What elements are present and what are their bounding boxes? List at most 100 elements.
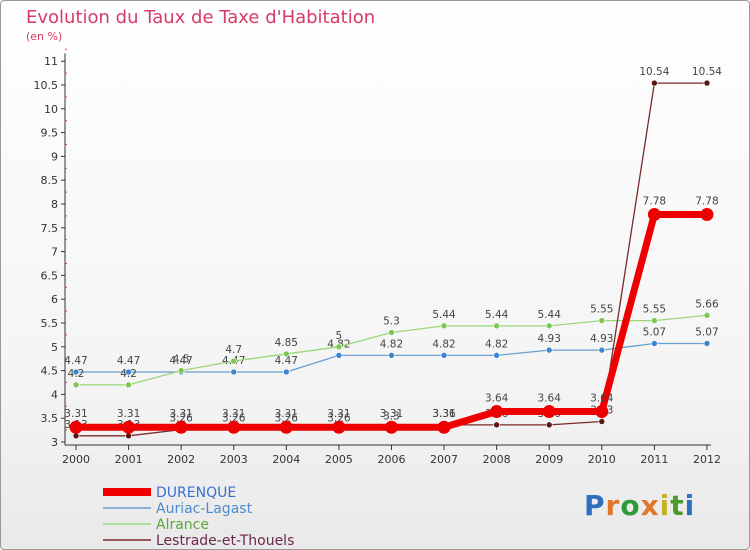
data-point [283, 350, 290, 358]
data-point [174, 420, 188, 434]
data-point [651, 79, 658, 87]
data-label: 4.2 [120, 368, 137, 380]
legend-label: DURENQUE [156, 485, 236, 501]
data-label: 5.55 [643, 304, 666, 316]
data-label: 5.44 [432, 309, 456, 321]
data-point [490, 405, 504, 419]
data-point [545, 346, 553, 354]
data-label: 7.78 [695, 195, 718, 207]
y-tick-label: 11 [44, 55, 58, 68]
data-label: 4.82 [380, 338, 403, 350]
data-label: 3.31 [275, 408, 298, 420]
x-tick-label: 2006 [377, 453, 405, 466]
data-label: 3.64 [590, 393, 614, 405]
legend-label: Lestrade-et-Thouels [156, 533, 294, 549]
y-tick-label: 9 [51, 150, 58, 163]
x-tick-label: 2004 [272, 453, 300, 466]
y-tick-label: 8.5 [41, 174, 59, 187]
data-point [651, 317, 658, 324]
y-tick-label: 4.5 [41, 365, 59, 378]
data-label: 4.47 [117, 355, 140, 367]
x-tick-label: 2011 [640, 453, 668, 466]
data-point [125, 368, 132, 376]
logo-letter: i [659, 489, 671, 522]
data-point [177, 367, 185, 374]
series-lestrade-et-thouels: 3.133.133.263.263.263.263.33.363.363.363… [64, 66, 722, 440]
data-point [598, 418, 606, 425]
data-label: 5.3 [383, 316, 400, 328]
logo-letter: t [670, 489, 685, 522]
data-point [230, 368, 238, 376]
series-alrance: 4.2 4.2 4.5 4.7 4.85 5 5.3 5.44 5.44 5.44 5.55 5.55… [68, 298, 719, 389]
data-label: 4.2 [68, 368, 85, 380]
data-point [72, 381, 80, 389]
data-point [598, 317, 606, 324]
data-label: 3.31 [169, 408, 192, 420]
x-tick-label: 2008 [483, 453, 511, 466]
data-label: 4.47 [64, 355, 87, 367]
data-label: 3.3 [383, 411, 400, 423]
x-tick-label: 2007 [430, 453, 458, 466]
y-tick-label: 6.5 [41, 269, 59, 282]
data-label: 3.64 [485, 393, 509, 405]
data-label: 4.5 [173, 354, 190, 366]
x-tick-label: 2010 [588, 453, 616, 466]
data-point [122, 420, 136, 434]
data-point [651, 340, 658, 347]
data-point [700, 207, 714, 221]
data-label: 3.31 [117, 408, 140, 420]
x-tick-label: 2009 [535, 453, 563, 466]
data-label: 3.36 [432, 408, 456, 420]
data-point [545, 421, 553, 429]
data-point [332, 420, 346, 434]
data-point [335, 343, 343, 351]
data-point [227, 420, 241, 434]
y-tick-label: 7.5 [41, 222, 59, 235]
data-label: 5.55 [590, 304, 613, 316]
data-point [283, 368, 290, 376]
data-label: 4.82 [485, 338, 508, 350]
legend: DURENQUEAuriac-LagastAlranceLestrade-et-… [103, 485, 294, 549]
data-label: 7.78 [643, 195, 666, 207]
data-point [703, 340, 711, 347]
logo-letter: r [605, 489, 621, 522]
x-tick-label: 2001 [115, 453, 143, 466]
data-label: 3.64 [538, 393, 562, 405]
data-label: 5.44 [485, 309, 509, 321]
y-tick-label: 9.5 [41, 127, 59, 140]
data-point [125, 381, 132, 389]
data-point [542, 405, 556, 419]
data-label: 10.54 [639, 66, 669, 78]
data-point [493, 352, 500, 359]
series-durenque: 3.31 3.31 3.31 3.31 3.31 3.31 3.31 3.31 3.64 3.64… [64, 195, 719, 434]
legend-label: Auriac-Lagast [156, 501, 253, 517]
data-label: 4.7 [225, 344, 242, 356]
data-point [647, 207, 661, 221]
data-label: 4.93 [590, 333, 613, 345]
data-point [440, 322, 448, 330]
data-label: 3.26 [169, 413, 193, 425]
data-label: 5.07 [695, 326, 718, 338]
data-label: 3.31 [380, 408, 403, 420]
y-tick-label: 5.5 [41, 317, 59, 330]
data-point [437, 420, 451, 434]
y-tick-label: 10 [44, 103, 58, 116]
y-tick-label: 7 [51, 246, 58, 259]
data-point [230, 357, 238, 365]
data-point [69, 420, 83, 434]
data-label: 5.07 [643, 326, 666, 338]
chart-subtitle: (en %) [26, 30, 63, 43]
data-label: 10.54 [692, 66, 722, 78]
data-label: 4.82 [432, 338, 455, 350]
logo-letter: x [640, 489, 660, 522]
legend-label: Alrance [156, 517, 209, 533]
y-tick-label: 8 [51, 198, 58, 211]
data-label: 3.26 [327, 413, 351, 425]
data-point [493, 421, 500, 429]
x-tick-label: 2005 [325, 453, 353, 466]
logo-letter: o [620, 489, 641, 522]
data-point [703, 79, 711, 87]
data-label: 5 [336, 330, 343, 342]
data-point [388, 329, 395, 336]
y-tick-label: 3 [51, 436, 58, 449]
